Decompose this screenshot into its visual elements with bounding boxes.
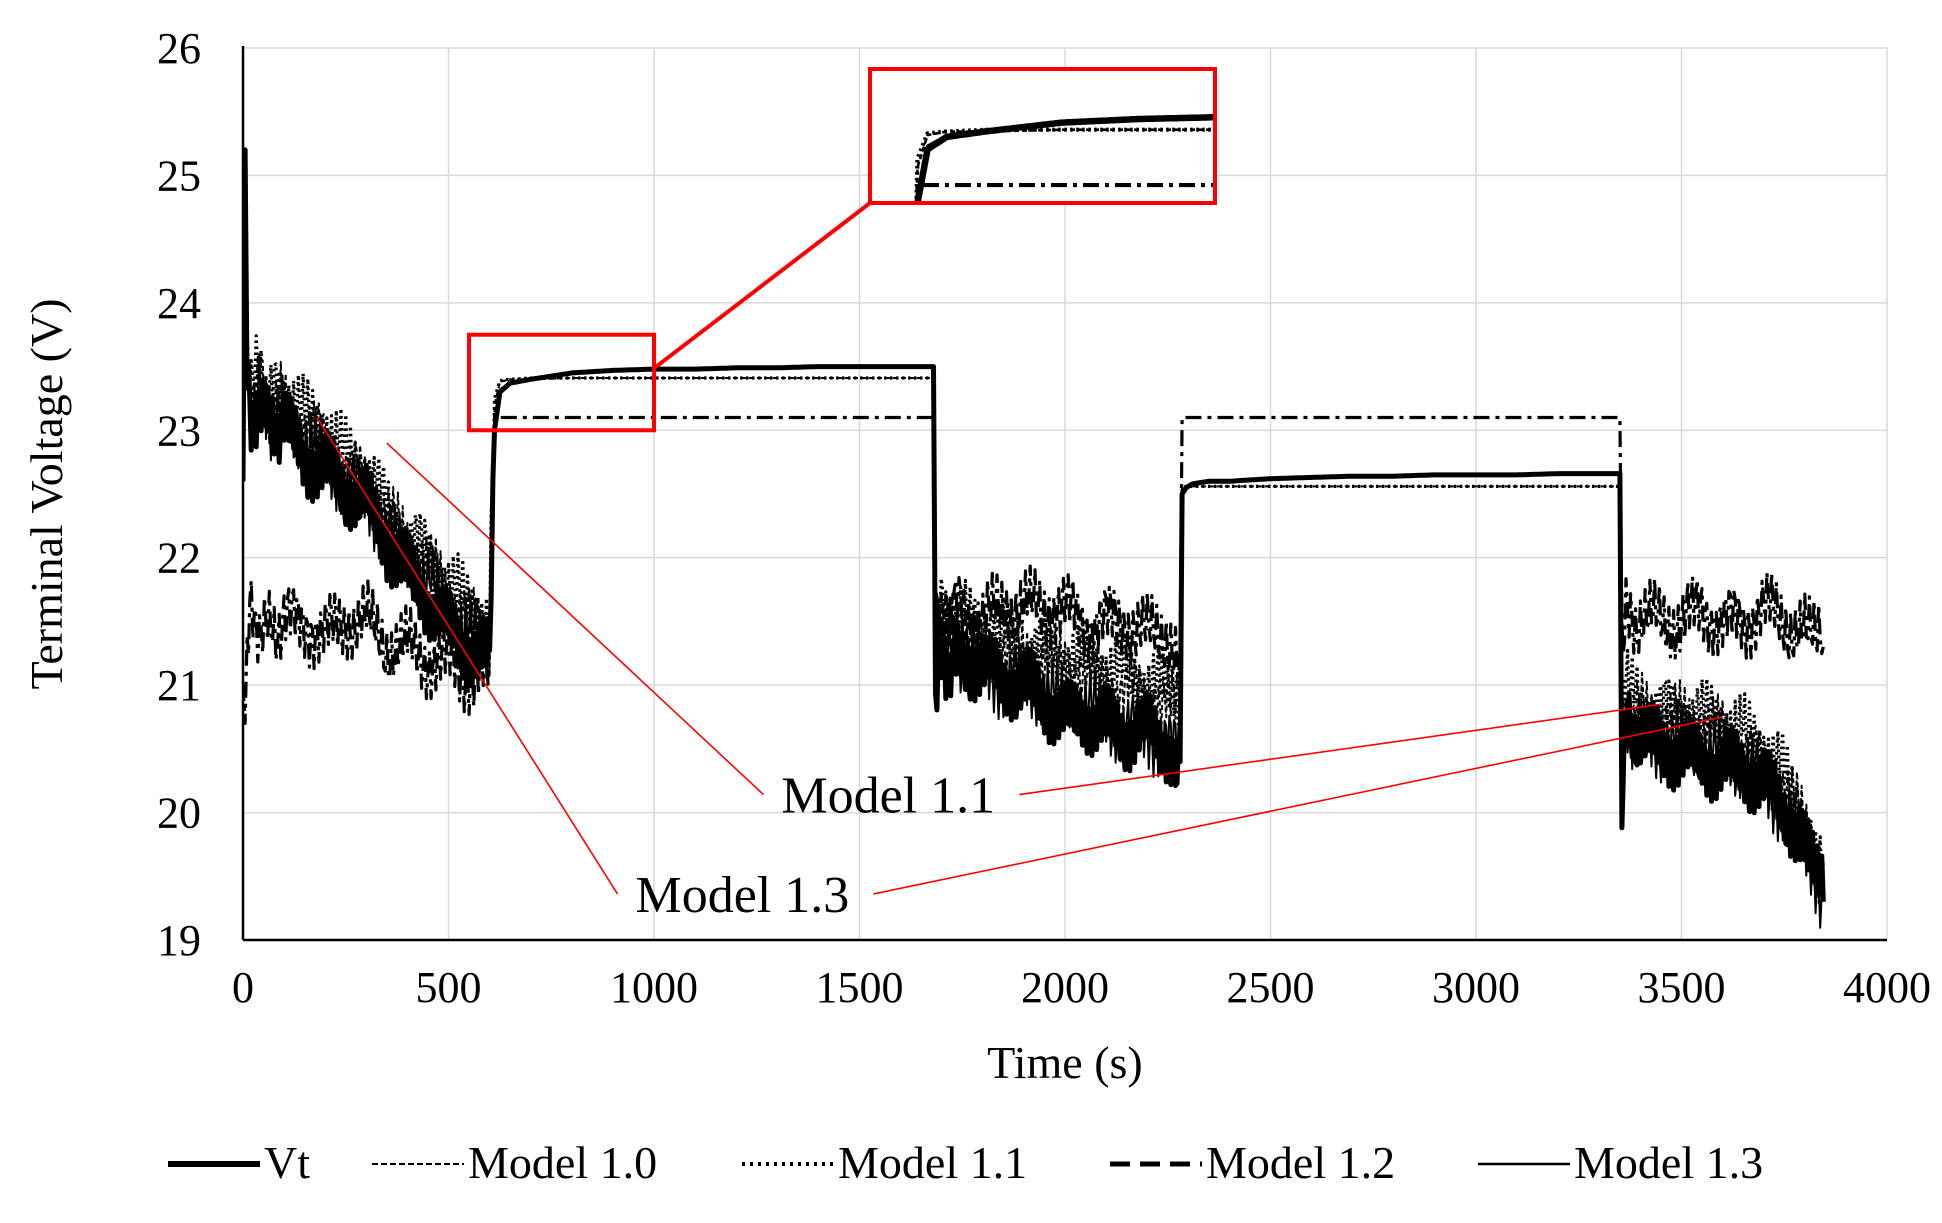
y-tick-label: 23 — [157, 406, 201, 455]
annotation-pointer — [316, 417, 619, 895]
inset-line-model-1-1 — [914, 127, 1215, 203]
x-tick-label: 1000 — [610, 963, 698, 1012]
y-axis-title: Terminal Voltage (V) — [21, 298, 72, 689]
series-line-model-1-3 — [243, 174, 1825, 929]
x-tick-label: 4000 — [1843, 963, 1931, 1012]
series-line-vt — [243, 147, 1826, 902]
annotation-label: Model 1.1 — [781, 768, 995, 825]
series-layer — [243, 147, 1826, 929]
x-tick-label: 0 — [232, 963, 254, 1012]
x-axis-title: Time (s) — [987, 1037, 1143, 1088]
legend-item: Model 1.1 — [742, 1137, 1027, 1188]
zoom-connector — [652, 201, 872, 370]
legend-item: Model 1.0 — [372, 1137, 657, 1188]
x-tick-label: 3500 — [1638, 963, 1726, 1012]
legend-label: Vt — [264, 1137, 310, 1188]
series-line-model-1-2 — [243, 415, 1825, 726]
x-tick-label: 500 — [416, 963, 482, 1012]
legend-label: Model 1.0 — [468, 1137, 657, 1188]
zoom-source-box — [467, 332, 656, 433]
annotations: Model 1.1 Model 1.3 — [316, 417, 1723, 924]
annotation-pointer — [873, 716, 1723, 895]
legend-item: Model 1.2 — [1110, 1137, 1395, 1188]
legend-label: Model 1.2 — [1206, 1137, 1395, 1188]
x-tick-label: 2000 — [1021, 963, 1109, 1012]
zoom-inset — [467, 67, 1217, 433]
annotation-label: Model 1.3 — [636, 867, 850, 924]
y-tick-label: 20 — [157, 789, 201, 838]
axes — [241, 46, 1887, 942]
series-line-model-1-1 — [243, 288, 1825, 889]
y-tick-label: 21 — [157, 661, 201, 710]
x-tick-label: 1500 — [816, 963, 904, 1012]
inset-line-model-1-2 — [915, 183, 1215, 203]
inset-line-vt — [914, 113, 1215, 203]
y-tick-label: 24 — [157, 279, 201, 328]
y-tick-label: 19 — [157, 916, 201, 965]
tick-labels: 0 500 1000 1500 2000 2500 3000 3500 4000 19 20 21 22… — [157, 24, 1931, 1012]
zoom-inset-series — [914, 113, 1215, 203]
legend-item: Model 1.3 — [1478, 1137, 1763, 1188]
legend: Vt Model 1.0 Model 1.1 Model 1.2 Model 1.3 — [168, 1137, 1763, 1188]
legend-label: Model 1.1 — [838, 1137, 1027, 1188]
x-tick-label: 2500 — [1227, 963, 1315, 1012]
annotation-pointer — [1019, 703, 1662, 796]
y-tick-label: 22 — [157, 534, 201, 583]
zoom-inset-frame — [868, 67, 1217, 205]
y-tick-label: 25 — [157, 151, 201, 200]
legend-label: Model 1.3 — [1574, 1137, 1763, 1188]
legend-item: Vt — [168, 1137, 310, 1188]
y-tick-label: 26 — [157, 24, 201, 73]
x-tick-label: 3000 — [1432, 963, 1520, 1012]
annotation-pointer — [386, 442, 764, 796]
